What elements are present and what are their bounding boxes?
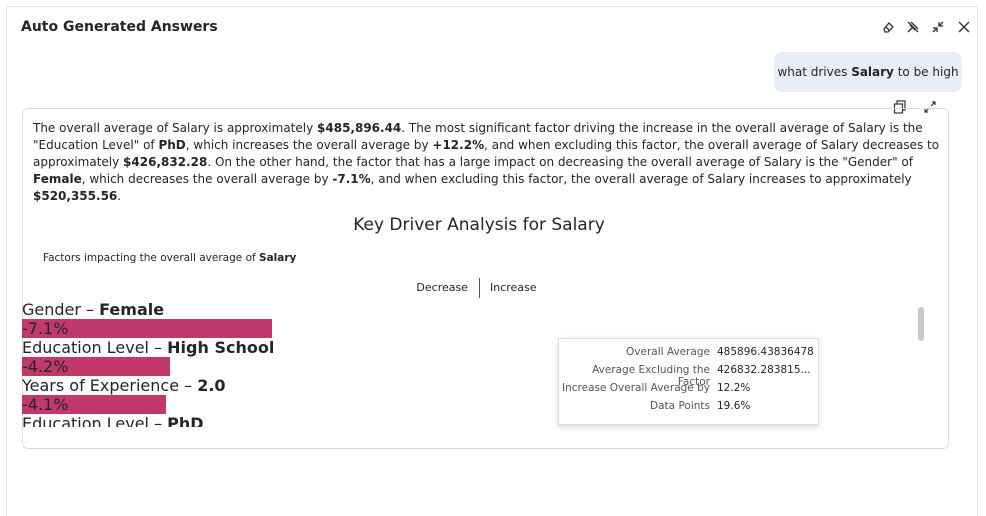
answer-segment: $485,896.44	[317, 121, 402, 135]
message-part: to be high	[893, 65, 959, 79]
expand-button[interactable]	[923, 100, 937, 114]
category-label: Education Level – High School	[22, 338, 926, 357]
separator: –	[148, 414, 168, 427]
factor: Gender	[22, 300, 81, 319]
clear-button[interactable]	[881, 20, 895, 34]
tooltip-value: 426832.283815...	[717, 364, 811, 376]
level: Female	[99, 300, 165, 319]
subtitle-measure: Salary	[259, 252, 297, 264]
category-label: Gender – Female	[22, 300, 926, 319]
tooltip-value: 485896.43836478	[717, 346, 814, 358]
factor: Years of Experience	[22, 376, 180, 395]
tooltip-label: Increase Overall Average by	[562, 382, 710, 394]
message-part: Salary	[851, 65, 894, 79]
answer-segment: .	[117, 189, 122, 203]
answer-segment: $520,355.56	[33, 189, 118, 203]
value-label: -4.2%	[22, 357, 69, 376]
panel	[6, 6, 978, 516]
level: 2.0	[197, 376, 226, 395]
category-label: Education Level – PhD	[22, 414, 926, 427]
tooltip: Overall Average 485896.43836478 Average Ex…	[558, 338, 819, 425]
separator: –	[179, 376, 198, 395]
answer-segment: $426,832.28	[123, 155, 208, 169]
bar: -4.1%	[22, 395, 167, 414]
answer-segment: The overall average of Salary is approxi…	[33, 121, 318, 135]
divider	[479, 278, 480, 298]
tooltip-value: 12.2%	[717, 382, 751, 394]
tooltip-label: Overall Average	[626, 346, 710, 358]
message-part: what drives	[777, 65, 852, 79]
answer-segment: , and when excluding this factor, the ov…	[33, 138, 940, 169]
value-label: -4.1%	[22, 395, 69, 414]
answer-segment: Female	[33, 172, 82, 186]
driver-rows: Gender – Female -7.1% Education Level – Hi…	[22, 300, 926, 427]
level: PhD	[167, 414, 204, 427]
increase-header: Increase	[490, 281, 537, 294]
answer-segment: +12.2%	[432, 138, 485, 152]
factor: Education Level	[22, 338, 149, 357]
tooltip-label: Data Points	[650, 400, 710, 412]
close-button[interactable]	[957, 20, 971, 34]
answer-card	[22, 108, 949, 449]
subtitle-text: Factors impacting the overall average of	[43, 252, 260, 264]
chart-subtitle: Factors impacting the overall average of…	[43, 252, 296, 264]
panel-title: Auto Generated Answers	[21, 19, 218, 35]
answer-segment: , which increases the overall average by	[185, 138, 433, 152]
answer-segment: , which decreases the overall average by	[81, 172, 333, 186]
chart-title: Key Driver Analysis for Salary	[353, 215, 605, 235]
pin-button[interactable]	[906, 20, 920, 34]
answer-segment: . The most significant factor driving th…	[33, 121, 923, 152]
level: High School	[167, 338, 275, 357]
separator: –	[148, 338, 168, 357]
tooltip-label: Average Excluding the Factor	[592, 364, 710, 388]
bar: -7.1%	[22, 319, 272, 338]
decrease-header: Decrease	[416, 281, 468, 294]
bar: -4.2%	[22, 357, 170, 376]
user-message: what drives Salary to be high	[774, 52, 962, 92]
collapse-button[interactable]	[931, 20, 945, 34]
answer-segment: PhD	[158, 138, 186, 152]
tooltip-value: 19.6%	[717, 400, 751, 412]
scrollbar[interactable]	[918, 307, 924, 341]
factor: Education Level	[22, 414, 149, 427]
separator: –	[80, 300, 100, 319]
value-label: -7.1%	[22, 319, 69, 338]
category-label: Years of Experience – 2.0	[22, 376, 926, 395]
answer-text: The overall average of Salary is approxi…	[33, 120, 945, 205]
answer-segment: -7.1%	[332, 172, 371, 186]
answer-segment: . On the other hand, the factor that has…	[207, 155, 913, 169]
answer-segment: , and when excluding this factor, the ov…	[370, 172, 912, 186]
